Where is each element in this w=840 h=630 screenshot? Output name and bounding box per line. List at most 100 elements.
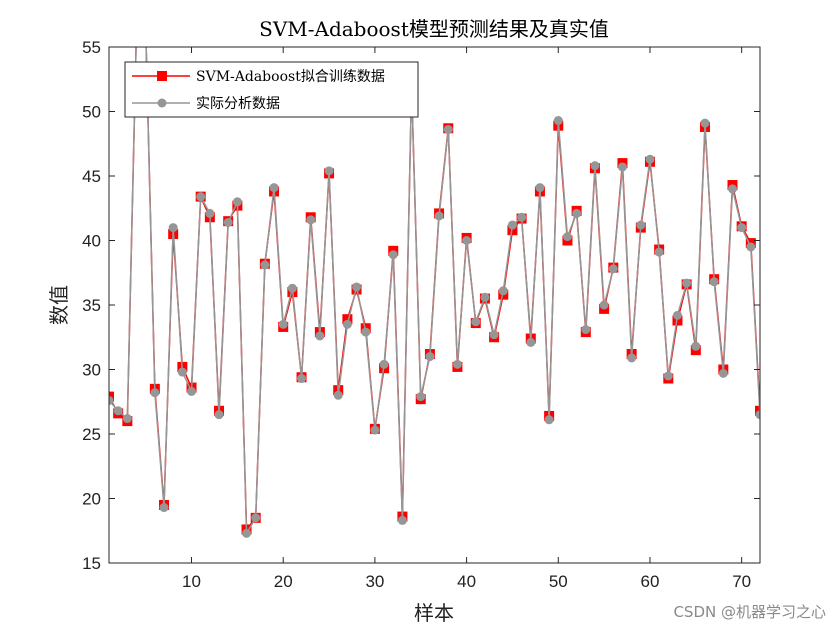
legend: SVM-Adaboost拟合训练数据 实际分析数据	[124, 61, 419, 118]
actual-point	[645, 154, 655, 164]
actual-point	[498, 286, 508, 296]
actual-point	[113, 406, 123, 416]
actual-point	[388, 250, 398, 260]
actual-point	[553, 116, 563, 126]
actual-point	[755, 410, 760, 420]
actual-point	[109, 395, 114, 405]
y-tick-label: 25	[82, 425, 101, 444]
actual-point	[599, 300, 609, 310]
y-tick-label: 30	[82, 361, 101, 380]
legend-actual-marker	[157, 98, 167, 108]
fit-point	[342, 314, 353, 325]
actual-point	[654, 247, 664, 257]
actual-point	[471, 317, 481, 327]
y-tick-label: 40	[82, 232, 101, 251]
actual-point	[434, 211, 444, 221]
actual-point	[663, 371, 673, 381]
actual-point	[452, 359, 462, 369]
actual-point	[306, 215, 316, 225]
actual-point	[691, 341, 701, 351]
actual-point	[544, 415, 554, 425]
watermark: CSDN @机器学习之心	[673, 603, 826, 621]
actual-point	[443, 125, 453, 135]
actual-point	[672, 310, 682, 320]
actual-point	[727, 184, 737, 194]
x-tick-label: 10	[182, 572, 201, 591]
x-tick-label: 40	[457, 572, 476, 591]
actual-point	[214, 410, 224, 420]
legend-fit-label: SVM-Adaboost拟合训练数据	[196, 69, 385, 85]
actual-point	[700, 118, 710, 128]
y-tick-label: 50	[82, 103, 101, 122]
actual-point	[223, 217, 233, 227]
actual-point	[370, 425, 380, 435]
actual-point	[196, 192, 206, 202]
actual-point	[416, 392, 426, 402]
y-tick-label: 45	[82, 167, 101, 186]
actual-point	[572, 208, 582, 218]
actual-point	[205, 208, 215, 218]
actual-point	[251, 513, 261, 523]
actual-point	[159, 503, 169, 513]
y-tick-label: 55	[82, 38, 101, 57]
legend-actual-label: 实际分析数据	[196, 96, 280, 112]
actual-point	[187, 386, 197, 396]
actual-point	[608, 264, 618, 274]
actual-point	[517, 212, 527, 222]
actual-point	[150, 388, 160, 398]
actual-point	[480, 292, 490, 302]
actual-point	[342, 319, 352, 329]
legend-box	[124, 61, 419, 118]
actual-point	[737, 223, 747, 233]
actual-point	[324, 166, 334, 176]
y-axis-label: 数值	[47, 285, 71, 325]
actual-point	[526, 337, 536, 347]
actual-point	[489, 330, 499, 340]
actual-series-line	[109, 47, 760, 535]
fit-point	[755, 405, 760, 416]
actual-point	[562, 232, 572, 242]
actual-point	[617, 162, 627, 172]
actual-point	[709, 277, 719, 287]
chart-title: SVM-Adaboost模型预测结果及真实值	[259, 17, 609, 41]
actual-point	[462, 236, 472, 245]
x-tick-label: 50	[549, 572, 568, 591]
actual-point	[333, 390, 343, 400]
actual-point	[507, 220, 517, 230]
actual-point	[168, 223, 178, 233]
plot-area	[109, 47, 760, 563]
actual-point	[682, 278, 692, 288]
actual-point	[581, 325, 591, 335]
actual-point	[269, 183, 279, 193]
actual-point	[260, 260, 270, 270]
actual-point	[278, 319, 288, 329]
actual-point	[746, 242, 756, 252]
x-tick-label: 60	[641, 572, 660, 591]
actual-point	[232, 197, 242, 207]
fit-point	[672, 315, 683, 326]
actual-point	[242, 528, 252, 538]
actual-point	[315, 331, 325, 341]
x-axis-label: 样本	[414, 601, 454, 625]
actual-point	[122, 414, 132, 424]
y-tick-label: 20	[82, 490, 101, 509]
actual-point	[177, 367, 187, 377]
x-tick-label: 30	[365, 572, 384, 591]
legend-fit-marker	[157, 71, 167, 81]
actual-point	[397, 515, 407, 525]
actual-point	[636, 220, 646, 230]
actual-point	[361, 327, 371, 337]
actual-point	[535, 183, 545, 193]
x-tick-label: 70	[732, 572, 751, 591]
actual-point	[590, 161, 600, 171]
actual-point	[352, 282, 362, 292]
actual-point	[287, 283, 297, 293]
x-tick-label: 20	[274, 572, 293, 591]
fit-point	[109, 391, 114, 402]
actual-point	[297, 374, 307, 384]
y-tick-label: 35	[82, 296, 101, 315]
actual-point	[718, 368, 728, 378]
actual-point	[379, 359, 389, 369]
y-tick-label: 15	[82, 554, 101, 573]
